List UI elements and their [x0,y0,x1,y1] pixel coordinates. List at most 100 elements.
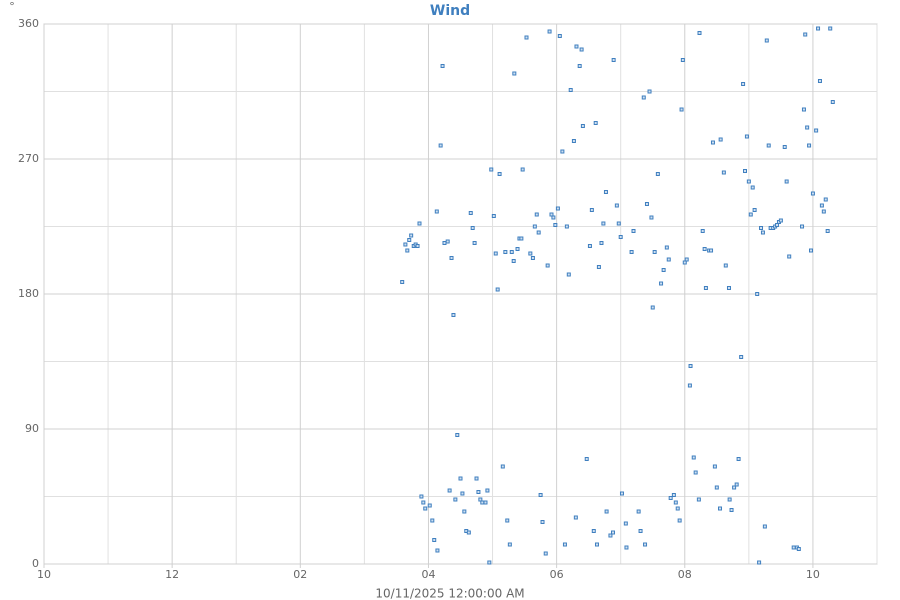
data-point [562,542,567,547]
data-point [817,79,822,83]
data-point [584,457,589,461]
data-point [791,545,796,550]
data-point [495,287,500,292]
data-point [483,500,488,505]
data-point [825,229,830,233]
data-point [403,242,408,247]
data-point [801,107,806,112]
y-tick-label: 0 [32,557,39,570]
data-point [453,497,458,502]
data-point [528,251,533,256]
chart-title: Wind [430,3,470,19]
x-axis-label: 10/11/2025 12:00:00 AM [375,587,524,600]
data-point [440,64,445,68]
data-point [432,538,437,542]
data-point [729,508,734,512]
data-point [497,172,502,176]
data-point [587,244,592,248]
data-point [476,490,481,494]
data-point [702,247,707,251]
y-axis-label: ° [9,0,15,13]
data-point [417,221,422,226]
data-point [661,268,666,272]
data-point [723,263,728,268]
data-point [500,464,505,469]
data-point [520,167,525,172]
data-point [736,457,741,461]
data-point [589,208,594,212]
data-point [608,533,613,538]
data-point [405,248,410,253]
data-point [480,500,485,505]
data-point [638,529,643,533]
data-point [538,493,543,497]
data-point [649,215,654,220]
data-point [764,38,769,43]
x-tick-label: 02 [293,568,307,581]
data-point [739,355,744,359]
data-point [778,218,783,223]
data-point [599,241,604,245]
data-point [680,58,685,62]
data-point [675,506,680,511]
data-point [718,506,723,511]
data-point [566,272,571,277]
data-point [807,143,812,148]
data-point [545,263,550,268]
data-point [823,197,828,202]
data-point [596,265,601,269]
data-point [468,211,473,215]
data-point [534,212,539,217]
data-point [507,542,512,547]
data-point [503,250,508,254]
data-point [470,226,475,230]
data-point [564,224,569,229]
data-point [618,235,623,239]
data-point [684,257,689,262]
data-point [659,281,664,286]
x-tick-label: 08 [678,568,692,581]
data-point [421,500,426,505]
data-point [460,491,465,496]
y-tick-label: 90 [25,422,39,435]
data-point [744,134,749,139]
data-point [643,542,648,547]
data-point [619,491,624,496]
data-point [673,500,678,505]
data-point [579,47,584,52]
data-point [442,241,447,245]
data-point [647,89,652,94]
data-point [743,169,748,173]
data-point [524,35,529,40]
data-point [455,433,460,437]
data-point [573,515,578,520]
data-point [511,259,516,263]
data-point [666,257,671,262]
data-point [703,286,708,290]
data-point [800,224,805,229]
data-point [755,292,760,296]
data-point [491,214,496,218]
data-point [593,121,598,125]
data-point [571,139,576,143]
data-point [438,143,443,148]
data-point [650,305,655,310]
data-point [796,547,801,551]
data-point [671,493,676,497]
data-point [568,88,573,92]
data-point [714,485,719,490]
data-point [830,100,835,104]
data-point [415,244,420,248]
x-tick-label: 12 [165,568,179,581]
data-point [591,529,596,533]
data-point [409,233,414,238]
data-point [614,203,619,208]
data-point [766,143,771,148]
data-point [741,82,746,86]
data-point [540,520,545,524]
data-point [532,224,537,229]
data-point [631,229,636,233]
data-point [821,209,826,214]
data-point [553,223,558,227]
